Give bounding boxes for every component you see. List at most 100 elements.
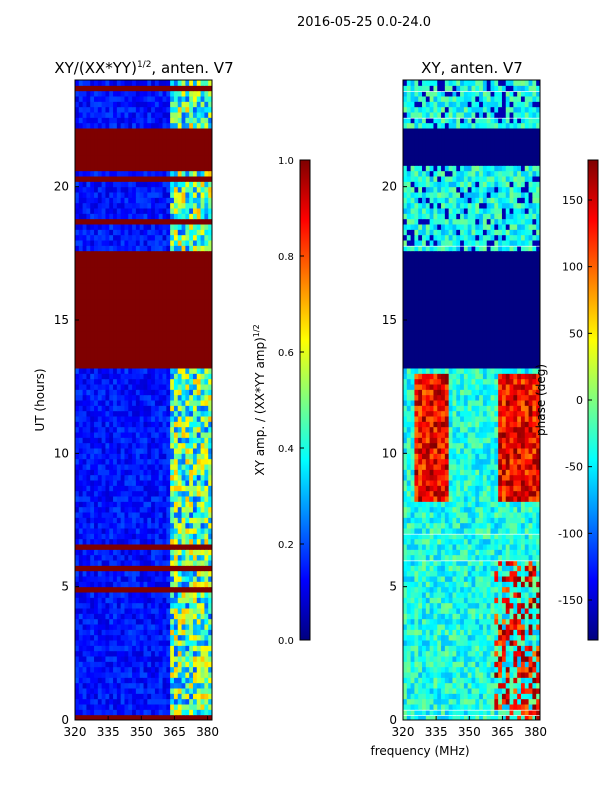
left-heatmap-cell bbox=[135, 234, 141, 241]
left-heatmap-cell bbox=[124, 229, 129, 236]
left-heatmap-cell bbox=[82, 613, 87, 620]
left-heatmap-cell bbox=[86, 464, 91, 470]
left-heatmap-cell bbox=[162, 160, 167, 166]
left-heatmap-cell bbox=[132, 549, 137, 556]
left-heatmap-cell bbox=[204, 677, 209, 684]
left-heatmap-cell bbox=[200, 373, 205, 380]
left-heatmap-cell bbox=[189, 112, 194, 118]
left-heatmap-cell bbox=[151, 709, 156, 716]
left-heatmap-cell bbox=[75, 133, 80, 140]
left-heatmap-cell bbox=[189, 458, 194, 465]
left-heatmap-cell bbox=[192, 480, 198, 486]
right-heatmap-cell bbox=[505, 709, 511, 716]
left-heatmap-cell bbox=[162, 352, 167, 358]
left-heatmap-cell bbox=[132, 634, 137, 641]
right-heatmap-cell bbox=[498, 645, 503, 652]
left-heatmap-cell bbox=[128, 410, 133, 417]
left-heatmap-cell bbox=[173, 384, 179, 390]
left-heatmap-cell bbox=[97, 245, 103, 252]
left-heatmap-cell bbox=[139, 517, 144, 524]
right-heatmap-cell bbox=[460, 698, 465, 705]
left-heatmap-cell bbox=[170, 149, 175, 156]
right-heatmap-cell bbox=[433, 666, 438, 673]
left-heatmap-cell bbox=[94, 533, 99, 540]
left-heatmap-cell bbox=[75, 229, 80, 236]
left-heatmap-cell bbox=[196, 170, 202, 177]
left-heatmap-cell bbox=[154, 224, 160, 230]
right-heatmap-cell bbox=[505, 693, 511, 700]
left-heatmap-cell bbox=[105, 448, 110, 454]
left-heatmap-cell bbox=[113, 426, 118, 433]
right-heatmap-cell bbox=[452, 640, 457, 646]
left-heatmap-cell bbox=[162, 346, 167, 353]
left-heatmap-cell bbox=[200, 330, 205, 337]
left-heatmap-cell bbox=[151, 512, 156, 518]
left-heatmap-cell bbox=[139, 101, 144, 108]
left-heatmap-cell bbox=[109, 362, 114, 369]
left-heatmap-cell bbox=[204, 208, 209, 214]
left-heatmap-cell bbox=[151, 501, 156, 508]
left-heatmap-cell bbox=[147, 714, 152, 720]
left-heatmap-cell bbox=[154, 432, 160, 438]
left-heatmap-cell bbox=[147, 138, 152, 145]
left-heatmap-cell bbox=[166, 293, 171, 300]
left-heatmap-cell bbox=[116, 512, 122, 518]
left-heatmap-cell bbox=[94, 565, 99, 572]
left-heatmap-cell bbox=[82, 122, 87, 129]
left-heatmap-cell bbox=[82, 234, 87, 241]
left-heatmap-cell bbox=[143, 400, 148, 406]
left-heatmap-cell bbox=[132, 608, 137, 614]
left-heatmap-cell bbox=[177, 181, 183, 188]
left-heatmap-cell bbox=[147, 634, 152, 641]
left-heatmap-cell bbox=[94, 186, 99, 193]
left-heatmap-cell bbox=[181, 261, 186, 268]
right-heatmap-cell bbox=[475, 709, 480, 716]
left-heatmap-cell bbox=[132, 256, 137, 262]
left-heatmap-cell bbox=[143, 192, 148, 198]
left-heatmap-cell bbox=[101, 533, 106, 540]
left-heatmap-cell bbox=[170, 602, 175, 609]
left-heatmap-cell bbox=[189, 266, 194, 273]
left-heatmap-cell bbox=[113, 496, 118, 502]
left-heatmap-cell bbox=[86, 512, 91, 518]
left-heatmap-cell bbox=[105, 394, 110, 401]
left-heatmap-cell bbox=[185, 112, 190, 118]
left-heatmap-cell bbox=[105, 442, 110, 449]
left-heatmap-cell bbox=[116, 106, 122, 113]
left-heatmap-cell bbox=[90, 394, 95, 401]
left-heatmap-cell bbox=[162, 490, 167, 497]
left-heatmap-cell bbox=[185, 122, 190, 129]
left-heatmap-cell bbox=[94, 570, 99, 577]
left-heatmap-cell bbox=[147, 688, 152, 694]
left-heatmap-cell bbox=[200, 368, 205, 374]
left-heatmap-cell bbox=[90, 336, 95, 342]
left-colorbar-label-main: XY amp. / (XX*YY amp) bbox=[253, 337, 267, 475]
left-heatmap-cell bbox=[185, 576, 190, 582]
left-heatmap-cell bbox=[143, 197, 148, 204]
left-heatmap-cell bbox=[124, 357, 129, 364]
left-heatmap-cell bbox=[116, 154, 122, 161]
left-heatmap-cell bbox=[200, 229, 205, 236]
left-heatmap-cell bbox=[185, 325, 190, 332]
left-heatmap-cell bbox=[181, 106, 186, 113]
left-heatmap-cell bbox=[86, 208, 91, 214]
left-heatmap-cell bbox=[189, 634, 194, 641]
left-heatmap-cell bbox=[181, 565, 186, 572]
left-heatmap-cell bbox=[90, 613, 95, 620]
left-heatmap-cell bbox=[189, 298, 194, 305]
left-heatmap-cell bbox=[86, 560, 91, 566]
left-heatmap-cell bbox=[170, 554, 175, 561]
left-heatmap-cell bbox=[75, 352, 80, 358]
left-heatmap-cell bbox=[124, 634, 129, 641]
right-heatmap-cell bbox=[429, 650, 434, 657]
left-heatmap-cell bbox=[101, 362, 106, 369]
left-heatmap-cell bbox=[154, 650, 160, 657]
left-heatmap-cell bbox=[75, 618, 80, 625]
left-heatmap-cell bbox=[82, 581, 87, 588]
left-heatmap-cell bbox=[78, 645, 84, 652]
left-heatmap-cell bbox=[189, 405, 194, 412]
left-heatmap-cell bbox=[177, 101, 183, 108]
left-heatmap-cell bbox=[116, 341, 122, 348]
right-heatmap-cell bbox=[422, 677, 427, 684]
left-heatmap-cell bbox=[101, 160, 106, 166]
